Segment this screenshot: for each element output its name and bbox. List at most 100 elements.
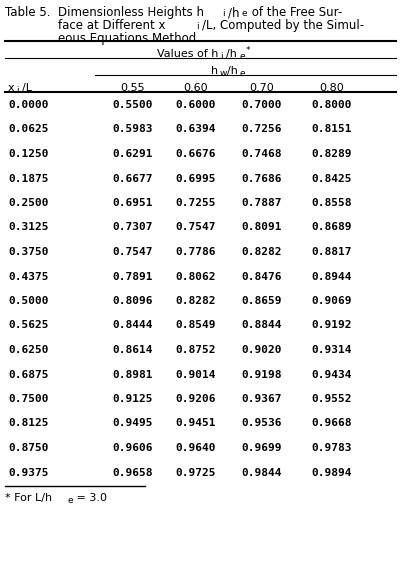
Text: 0.8817: 0.8817 [312,247,352,257]
Text: 0.70: 0.70 [250,83,274,93]
Text: 0.9375: 0.9375 [8,467,49,478]
Text: 0.8096: 0.8096 [113,296,153,306]
Text: 0.8000: 0.8000 [312,100,352,110]
Text: /h: /h [227,66,238,76]
Text: 0.8151: 0.8151 [312,124,352,135]
Text: 0.6676: 0.6676 [176,149,216,159]
Text: 0.9198: 0.9198 [242,370,282,379]
Text: 0.9367: 0.9367 [242,394,282,404]
Text: 0.6677: 0.6677 [113,173,153,183]
Text: 0.80: 0.80 [320,83,344,93]
Text: 0.5500: 0.5500 [113,100,153,110]
Text: 0.9640: 0.9640 [176,443,216,453]
Text: e: e [67,496,73,505]
Text: /L: /L [22,83,32,93]
Text: h: h [211,66,218,76]
Text: 0.7255: 0.7255 [176,198,216,208]
Text: 0.9069: 0.9069 [312,296,352,306]
Text: i: i [16,86,18,95]
Text: eous Equations Method: eous Equations Method [58,32,196,45]
Text: 0.7686: 0.7686 [242,173,282,183]
Text: 0.8558: 0.8558 [312,198,352,208]
Text: 0.8689: 0.8689 [312,223,352,232]
Text: * For L/h: * For L/h [5,493,52,503]
Text: 0.9014: 0.9014 [176,370,216,379]
Text: 0.8444: 0.8444 [113,320,153,331]
Text: 0.8125: 0.8125 [8,419,49,428]
Text: *: * [246,46,251,55]
Text: 0.8425: 0.8425 [312,173,352,183]
Text: /L, Computed by the Simul-: /L, Computed by the Simul- [202,19,364,32]
Text: 0.55: 0.55 [121,83,145,93]
Text: Values of h: Values of h [157,49,219,59]
Text: e: e [242,9,248,18]
Text: 0.8282: 0.8282 [242,247,282,257]
Text: 0.9658: 0.9658 [113,467,153,478]
Text: 0.2500: 0.2500 [8,198,49,208]
Text: /h: /h [228,6,239,19]
Text: 0.9314: 0.9314 [312,345,352,355]
Text: 0.7256: 0.7256 [242,124,282,135]
Text: 0.9606: 0.9606 [113,443,153,453]
Text: 0.1875: 0.1875 [8,173,49,183]
Text: 0.8282: 0.8282 [176,296,216,306]
Text: 0.8752: 0.8752 [176,345,216,355]
Text: 0.8062: 0.8062 [176,272,216,282]
Text: 0.6995: 0.6995 [176,173,216,183]
Text: 0.8549: 0.8549 [176,320,216,331]
Text: 0.8750: 0.8750 [8,443,49,453]
Text: /h: /h [226,49,237,59]
Text: 0.9536: 0.9536 [242,419,282,428]
Text: 0.7887: 0.7887 [242,198,282,208]
Text: i: i [222,9,225,18]
Text: 0.6951: 0.6951 [113,198,153,208]
Text: 0.9844: 0.9844 [242,467,282,478]
Text: 0.9668: 0.9668 [312,419,352,428]
Text: 0.9020: 0.9020 [242,345,282,355]
Text: 0.9206: 0.9206 [176,394,216,404]
Text: 0.9894: 0.9894 [312,467,352,478]
Text: 0.7500: 0.7500 [8,394,49,404]
Text: 0.4375: 0.4375 [8,272,49,282]
Text: x: x [8,83,14,93]
Text: 0.9783: 0.9783 [312,443,352,453]
Text: 0.7307: 0.7307 [113,223,153,232]
Text: e: e [240,52,246,61]
Text: = 3.0: = 3.0 [73,493,107,503]
Text: 0.9451: 0.9451 [176,419,216,428]
Text: 0.9699: 0.9699 [242,443,282,453]
Text: 0.9192: 0.9192 [312,320,352,331]
Text: 0.6875: 0.6875 [8,370,49,379]
Text: 0.7786: 0.7786 [176,247,216,257]
Text: 0.7000: 0.7000 [242,100,282,110]
Text: 0.8944: 0.8944 [312,272,352,282]
Text: 0.9725: 0.9725 [176,467,216,478]
Text: 0.3125: 0.3125 [8,223,49,232]
Text: 0.1250: 0.1250 [8,149,49,159]
Text: 0.6394: 0.6394 [176,124,216,135]
Text: 0.8289: 0.8289 [312,149,352,159]
Text: 0.5000: 0.5000 [8,296,49,306]
Text: 0.3750: 0.3750 [8,247,49,257]
Text: 0.5625: 0.5625 [8,320,49,331]
Text: 0.9495: 0.9495 [113,419,153,428]
Text: 0.6250: 0.6250 [8,345,49,355]
Text: e: e [240,69,246,78]
Text: 0.7547: 0.7547 [113,247,153,257]
Text: 0.9552: 0.9552 [312,394,352,404]
Text: 0.8476: 0.8476 [242,272,282,282]
Text: 0.7468: 0.7468 [242,149,282,159]
Text: 0.6291: 0.6291 [113,149,153,159]
Text: i: i [196,22,198,31]
Text: 0.7547: 0.7547 [176,223,216,232]
Text: 0.8981: 0.8981 [113,370,153,379]
Text: 0.0625: 0.0625 [8,124,49,135]
Text: 0.9125: 0.9125 [113,394,153,404]
Text: 0.8844: 0.8844 [242,320,282,331]
Text: of the Free Sur-: of the Free Sur- [248,6,342,19]
Text: 0.0000: 0.0000 [8,100,49,110]
Text: 0.60: 0.60 [184,83,208,93]
Text: w: w [220,69,227,78]
Text: 0.8659: 0.8659 [242,296,282,306]
Text: i: i [220,52,223,61]
